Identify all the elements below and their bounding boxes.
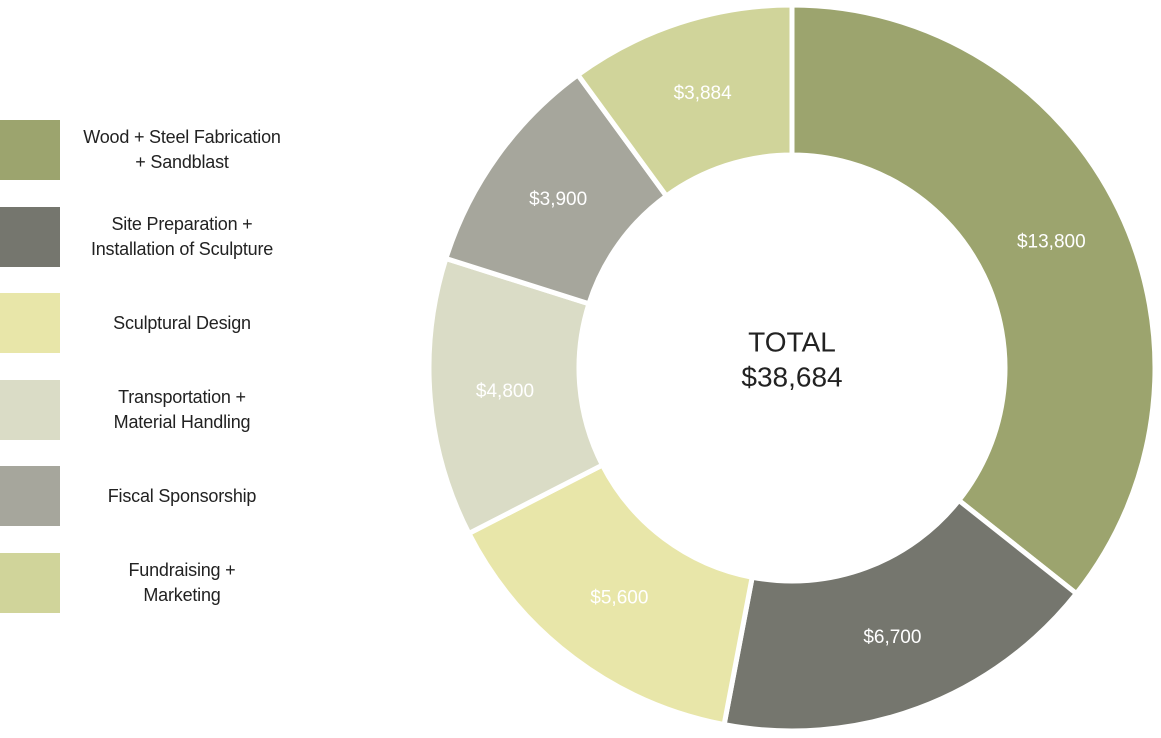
value-label: $5,600	[590, 588, 648, 609]
donut-slice	[789, 2, 1158, 598]
donut-slice	[721, 496, 1080, 734]
value-label: $4,800	[476, 381, 534, 402]
legend-item: Fiscal Sponsorship	[0, 466, 370, 526]
legend-item: Sculptural Design	[0, 293, 370, 353]
value-label: $3,900	[529, 189, 587, 210]
legend-swatch	[0, 120, 60, 180]
donut-slice	[465, 461, 756, 728]
legend-swatch	[0, 379, 60, 440]
value-label: $6,700	[863, 627, 921, 648]
legend-swatch	[0, 466, 60, 526]
value-label: $3,884	[674, 83, 733, 104]
legend-item: Site Preparation + Installation of Sculp…	[0, 206, 370, 267]
center-title: TOTAL	[748, 326, 836, 357]
legend-swatch	[0, 552, 60, 613]
legend-item: Fundraising + Marketing	[0, 552, 370, 613]
legend-label: Fundraising + Marketing	[128, 559, 236, 605]
legend-label: Fiscal Sponsorship	[107, 485, 257, 506]
center-total: $38,684	[741, 361, 842, 392]
legend-label: Wood + Steel Fabrication + Sandblast	[83, 127, 281, 172]
legend-label: Sculptural Design	[113, 312, 251, 333]
legend-item: Transportation + Material Handling	[0, 379, 370, 440]
donut-slice	[574, 2, 795, 200]
legend-swatch	[0, 293, 60, 353]
value-label: $13,800	[1017, 232, 1086, 253]
legend-label: Site Preparation + Installation of Sculp…	[90, 213, 274, 259]
legend-item: Wood + Steel Fabrication + Sandblast	[0, 120, 370, 180]
legend-swatch	[0, 206, 60, 267]
legend-label: Transportation + Material Handling	[113, 386, 251, 432]
